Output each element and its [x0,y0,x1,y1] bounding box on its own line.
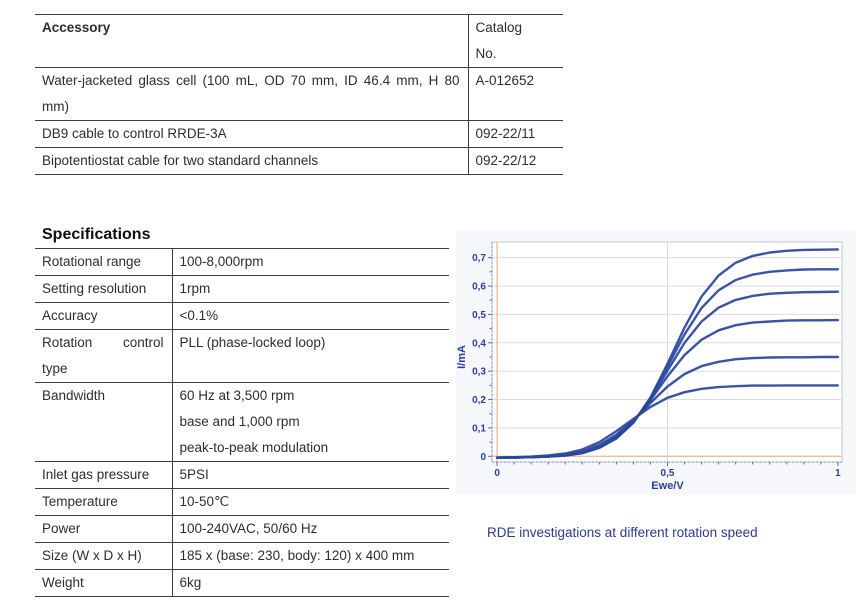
x-tick-label: 0 [494,468,500,479]
spec-value-cell: PLL (phase-locked loop) [172,329,449,383]
spec-label-cell: Temperature [35,488,173,516]
catalog-number-cell: 092-22/11 [468,120,563,148]
accessory-table: Accessory Catalog No. Water-jacketed glass… [35,14,563,175]
rde-chart-svg: 0 0,1 0,2 0,3 0,4 0,5 0,6 0,7 0 0,5 1 I/mA Ewe/V [456,241,843,492]
x-tick-label: 1 [835,468,841,479]
voltammogram-curve [495,384,840,459]
catalog-number-cell: A-012652 [468,67,563,121]
catalog-header-line: No. [475,46,497,61]
spec-row: Temperature 10-50℃ [35,488,449,516]
accessory-header-row: Accessory Catalog No. [35,14,563,68]
spec-row: Accuracy <0.1% [35,302,449,330]
x-tick-label: 0,5 [661,468,675,479]
spec-value-line: 60 Hz at 3,500 rpm [179,388,295,403]
accessory-name-cell: DB9 cable to control RRDE-3A [35,120,469,148]
spec-value-line: PLL (phase-locked loop) [179,335,326,350]
accessory-table-body: Water-jacketed glass cell (100 mL, OD 70… [35,67,563,175]
rde-chart: 0 0,1 0,2 0,3 0,4 0,5 0,6 0,7 0 0,5 1 I/mA Ewe/V [456,230,856,494]
spec-row: Setting resolution 1rpm [35,275,449,303]
y-tick-label: 0 [480,452,486,463]
spec-label-cell: Size (W x D x H) [35,542,173,570]
catalog-number-cell: 092-22/12 [468,147,563,175]
catalog-header-line: Catalog [475,20,523,35]
spec-value-line: 10-50℃ [179,494,230,509]
spec-value-cell: 60 Hz at 3,500 rpm base and 1,000 rpm peak… [172,382,449,462]
y-tick-label: 0,1 [472,423,486,434]
spec-value-cell: 1rpm [172,275,449,303]
y-tick-label: 0,4 [472,338,486,349]
spec-label-cell: Rotational range [35,248,173,276]
spec-value-line: 100-8,000rpm [179,254,264,269]
spec-row: Size (W x D x H) 185 x (base: 230, body: … [35,542,449,570]
spec-value-line: peak-to-peak modulation [179,440,329,455]
spec-value-cell: <0.1% [172,302,449,330]
spec-label-cell: Inlet gas pressure [35,461,173,489]
y-tick-label: 0,3 [472,367,486,378]
catalog-header-cell: Catalog No. [468,14,563,68]
spec-value-line: 185 x (base: 230, body: 120) x 400 mm [179,548,415,563]
plot-area [491,241,843,463]
spec-value-cell: 5PSI [172,461,449,489]
chart-caption: RDE investigations at different rotation… [487,525,758,540]
spec-value-cell: 10-50℃ [172,488,449,516]
spec-value-cell: 100-240VAC, 50/60 Hz [172,515,449,543]
spec-label-cell: Rotation control type [35,329,173,383]
specifications-heading: Specifications [42,226,151,243]
spec-value-line: <0.1% [179,308,219,323]
accessory-header-cell: Accessory [35,14,469,68]
spec-value-line: 5PSI [179,467,209,482]
accessory-row: Bipotentiostat cable for two standard ch… [35,147,563,175]
spec-label-cell: Setting resolution [35,275,173,303]
y-tick-label: 0,6 [472,282,486,293]
spec-value-cell: 6kg [172,569,449,597]
spec-value-line: 6kg [179,575,202,590]
y-axis-title: I/mA [456,345,468,369]
accessory-row: DB9 cable to control RRDE-3A 092-22/11 [35,120,563,148]
y-tick-label: 0,5 [472,310,486,321]
specifications-table: Rotational range 100-8,000rpm Setting reso… [35,248,449,597]
accessory-table-header: Accessory Catalog No. [35,14,563,68]
spec-value-line: 100-240VAC, 50/60 Hz [179,521,318,536]
spec-row: Weight 6kg [35,569,449,597]
spec-row: Inlet gas pressure 5PSI [35,461,449,489]
spec-value-line: 1rpm [179,281,211,296]
spec-label-cell: Weight [35,569,173,597]
spec-row: Power 100-240VAC, 50/60 Hz [35,515,449,543]
spec-row: Rotation control type PLL (phase-locked l… [35,329,449,383]
specifications-table-body: Rotational range 100-8,000rpm Setting reso… [35,248,449,597]
y-tick-label: 0,2 [472,395,486,406]
x-axis-title: Ewe/V [651,480,684,492]
accessory-name-cell: Bipotentiostat cable for two standard ch… [35,147,469,175]
spec-label-cell: Power [35,515,173,543]
spec-row: Bandwidth 60 Hz at 3,500 rpm base and 1,00… [35,382,449,462]
spec-label-cell: Accuracy [35,302,173,330]
y-tick-label: 0,7 [472,253,486,264]
spec-label-cell: Bandwidth [35,382,173,462]
spec-value-line: base and 1,000 rpm [179,414,300,429]
spec-row: Rotational range 100-8,000rpm [35,248,449,276]
spec-value-cell: 100-8,000rpm [172,248,449,276]
spec-value-cell: 185 x (base: 230, body: 120) x 400 mm [172,542,449,570]
accessory-row: Water-jacketed glass cell (100 mL, OD 70… [35,67,563,121]
accessory-name-cell: Water-jacketed glass cell (100 mL, OD 70… [35,67,469,121]
